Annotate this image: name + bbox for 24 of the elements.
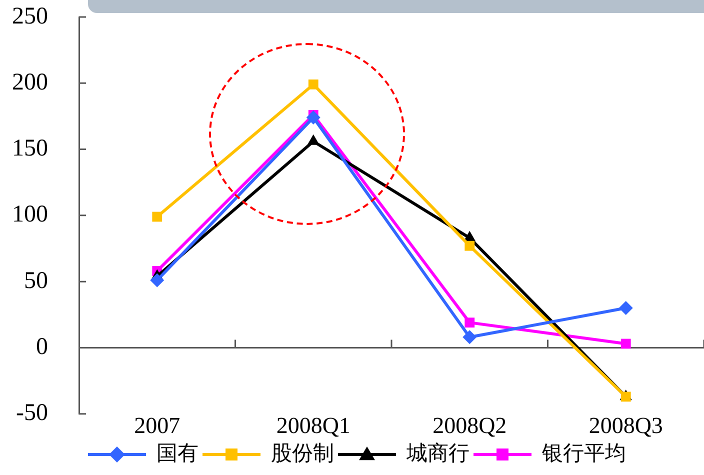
x-tick-label: 2008Q3 <box>588 412 663 438</box>
x-tick-label: 2008Q1 <box>276 412 350 438</box>
point <box>620 338 631 349</box>
y-tick-label: 100 <box>12 202 48 228</box>
x-tick-label: 2007 <box>134 412 180 438</box>
x-tick-label: 2008Q2 <box>432 412 507 438</box>
y-tick-label: 250 <box>12 3 48 30</box>
point <box>152 212 162 222</box>
legend-label: 城商行 <box>406 440 470 465</box>
point <box>150 273 164 288</box>
point <box>618 301 633 316</box>
y-tick-label: 50 <box>24 268 48 294</box>
point <box>464 318 475 328</box>
legend-label: 股份制 <box>271 440 334 465</box>
point <box>462 330 477 344</box>
legend-label: 银行平均 <box>541 440 626 465</box>
point <box>306 110 320 125</box>
legend-label: 国有 <box>156 440 198 465</box>
y-tick-label: -50 <box>16 400 48 426</box>
y-tick-label: 0 <box>36 334 48 360</box>
y-tick-label: 200 <box>12 69 48 96</box>
point <box>464 240 475 251</box>
y-tick-label: 150 <box>12 136 48 162</box>
point <box>308 80 318 90</box>
